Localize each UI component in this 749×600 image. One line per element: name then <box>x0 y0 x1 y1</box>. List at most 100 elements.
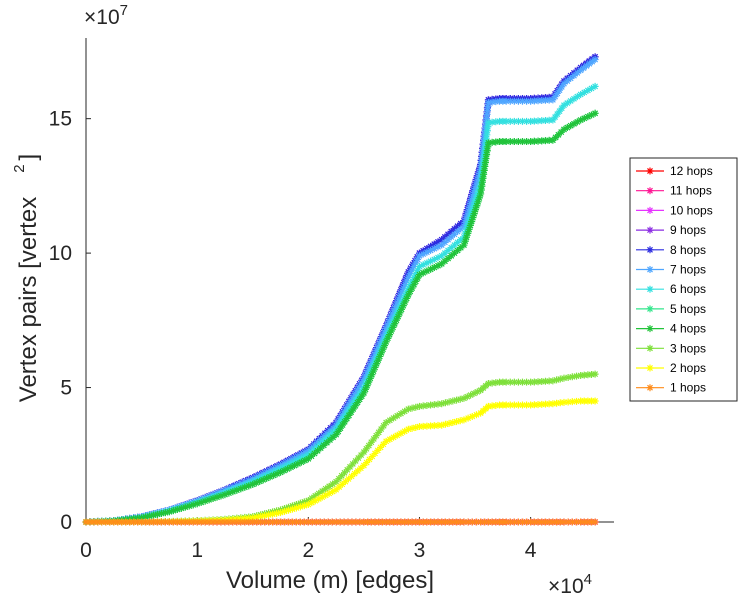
data-point <box>591 82 599 90</box>
data-point <box>360 518 368 526</box>
data-point <box>288 505 296 513</box>
data-point <box>449 518 457 526</box>
data-point <box>323 430 331 438</box>
data-point <box>233 486 241 494</box>
data-point <box>288 518 296 526</box>
data-point <box>320 437 328 445</box>
data-point <box>320 441 328 449</box>
data-point <box>237 518 245 526</box>
data-point <box>427 518 435 526</box>
data-point <box>530 401 538 409</box>
data-point <box>380 422 388 430</box>
data-point <box>483 147 491 155</box>
data-point <box>249 514 257 522</box>
data-point <box>343 466 351 474</box>
data-point <box>488 379 496 387</box>
data-point <box>584 518 592 526</box>
data-point <box>354 467 362 475</box>
data-point <box>587 518 595 526</box>
data-point <box>479 142 487 150</box>
data-point <box>556 86 564 94</box>
data-point <box>563 99 571 107</box>
data-point <box>310 445 318 453</box>
data-point <box>523 378 531 386</box>
series-5-hops <box>82 109 599 526</box>
data-point <box>189 518 197 526</box>
data-point <box>419 261 427 269</box>
data-point <box>506 518 514 526</box>
data-point <box>461 237 469 245</box>
legend-label: 1 hops <box>670 381 706 395</box>
data-point <box>441 233 449 241</box>
data-point <box>300 518 308 526</box>
data-point <box>588 58 596 66</box>
data-point <box>153 510 161 518</box>
data-point <box>492 98 500 106</box>
data-point <box>404 273 412 281</box>
data-point <box>398 288 406 296</box>
data-point <box>325 482 333 490</box>
data-point <box>567 97 575 105</box>
data-point <box>161 509 169 517</box>
data-point <box>482 135 490 143</box>
data-point <box>465 225 473 233</box>
x-tick-label: 2 <box>302 539 314 562</box>
data-point <box>534 401 542 409</box>
data-point <box>323 434 331 442</box>
data-point <box>296 499 304 507</box>
data-point <box>438 241 446 249</box>
data-point <box>361 385 369 393</box>
data-point <box>379 345 387 353</box>
data-point <box>506 117 514 125</box>
series-line <box>85 85 596 523</box>
data-point <box>438 421 446 429</box>
data-point <box>292 504 300 512</box>
data-point <box>205 496 213 504</box>
x-tick-label: 4 <box>525 539 537 562</box>
data-point <box>376 352 384 360</box>
data-point <box>572 397 580 405</box>
data-point <box>506 138 514 146</box>
series-1-hops <box>82 518 599 526</box>
data-point <box>553 89 561 97</box>
data-point <box>390 518 398 526</box>
legend-label: 11 hops <box>670 184 712 198</box>
data-point <box>527 138 535 146</box>
data-point <box>434 238 442 246</box>
data-point <box>130 518 138 526</box>
data-point <box>347 397 355 405</box>
data-point <box>398 305 406 313</box>
data-point <box>454 238 462 246</box>
data-point <box>514 117 522 125</box>
data-point <box>335 475 343 483</box>
data-point <box>396 303 404 311</box>
legend-marker <box>646 167 654 175</box>
data-point <box>340 518 348 526</box>
data-point <box>344 518 352 526</box>
data-point <box>434 243 442 251</box>
data-point <box>391 320 399 328</box>
data-point <box>94 518 102 526</box>
data-point <box>506 97 514 105</box>
data-point <box>478 178 486 186</box>
data-point <box>335 483 343 491</box>
data-point <box>157 509 165 517</box>
data-point <box>457 220 465 228</box>
data-point <box>322 491 330 499</box>
data-point <box>460 241 468 249</box>
y-tick-label: 0 <box>60 511 72 534</box>
data-point <box>308 494 316 502</box>
y-ticks: 0 5 10 15 <box>49 108 91 534</box>
data-point <box>169 507 177 515</box>
data-point <box>456 417 464 425</box>
data-point <box>324 518 332 526</box>
data-point <box>523 97 531 105</box>
data-point <box>318 487 326 495</box>
data-point <box>444 254 452 262</box>
data-point <box>463 393 471 401</box>
data-point <box>570 95 578 103</box>
data-point <box>363 459 371 467</box>
data-point <box>556 107 564 115</box>
data-point <box>326 436 334 444</box>
data-point <box>296 503 304 511</box>
